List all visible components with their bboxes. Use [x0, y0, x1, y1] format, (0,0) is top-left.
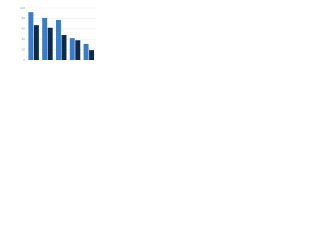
bar	[33, 25, 39, 60]
bar	[75, 40, 81, 60]
bar	[47, 27, 53, 60]
chart: 0 20 40 60 80 100	[20, 6, 96, 62]
bar	[69, 38, 75, 60]
bar	[89, 50, 95, 60]
bar	[61, 35, 67, 60]
y-tick-label: 20	[22, 47, 26, 51]
y-tick-label: 40	[22, 37, 26, 41]
y-tick-label: 100	[20, 6, 25, 10]
bar	[83, 43, 89, 60]
page: {"chart_data": {"type": "bar", "categori…	[0, 0, 320, 71]
bar	[28, 12, 34, 60]
bar	[42, 17, 48, 61]
y-tick-label: 0	[23, 58, 25, 62]
y-tick-label: 60	[22, 27, 26, 31]
bar	[55, 19, 61, 60]
y-tick-label: 80	[22, 16, 26, 20]
